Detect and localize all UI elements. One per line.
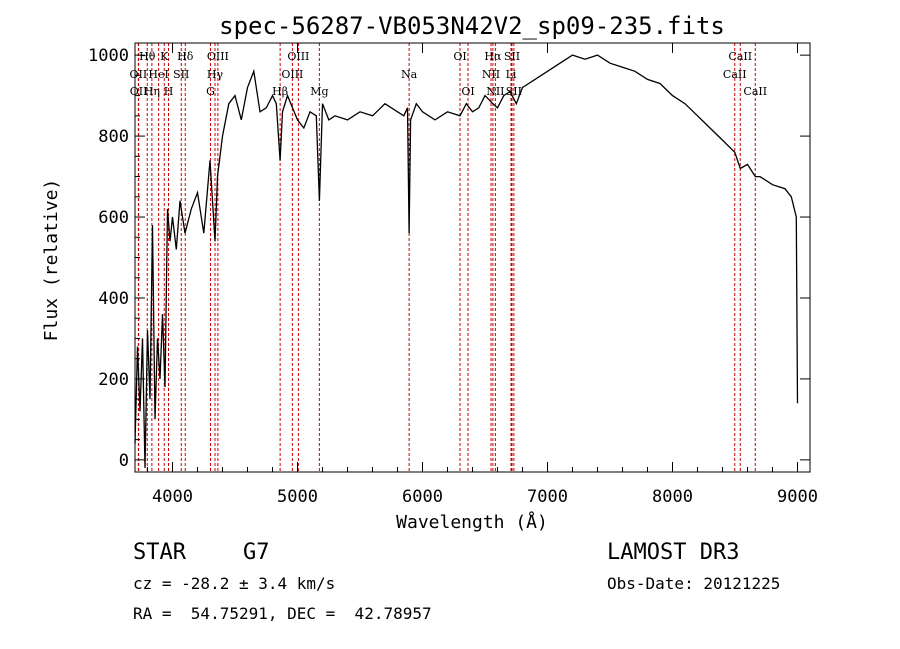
object-class: STAR (133, 540, 186, 565)
y-tick-label: 400 (98, 289, 129, 309)
object-subclass: G7 (243, 540, 270, 565)
line-marker-labels: Hθ OII OII K HeI Hη Hδ SII H OIII Hγ G OIII OIII Hβ Mg N… (130, 50, 768, 98)
line-marker-label: SII (173, 68, 189, 81)
line-marker-label: Hδ (177, 50, 194, 63)
redshift-velocity: cz = -28.2 ± 3.4 km/s (133, 574, 336, 593)
observation-date: Obs-Date: 20121225 (607, 574, 781, 593)
line-marker-label: OIII (281, 68, 303, 81)
line-marker-label: Mg (310, 85, 328, 98)
x-tick-label: 8000 (652, 487, 693, 507)
x-tick-label: 6000 (402, 487, 443, 507)
line-marker-label: Li (506, 68, 517, 81)
line-marker-label: NII (482, 68, 500, 81)
x-axis-label: Wavelength (Å) (396, 511, 548, 533)
line-marker-label: Hη (144, 85, 160, 98)
line-marker-label: Hγ (207, 68, 224, 81)
line-marker-label: NII (486, 85, 504, 98)
y-tick-label: 1000 (88, 46, 129, 66)
plot-frame (134, 42, 811, 473)
line-marker-label: OII (130, 68, 148, 81)
line-marker-label: K (160, 50, 169, 63)
chart-title: spec-56287-VB053N42V2_sp09-235.fits (219, 12, 725, 40)
line-marker-label: H (164, 85, 174, 98)
line-marker-label: OI (461, 85, 474, 98)
x-tick-label: 7000 (527, 487, 568, 507)
y-tick-label: 200 (98, 370, 129, 390)
line-marker-label: CaII (728, 50, 752, 63)
survey-name: LAMOST DR3 (607, 540, 740, 565)
x-tick-label: 9000 (777, 487, 818, 507)
line-markers (137, 43, 756, 472)
x-tick-label: 5000 (277, 487, 318, 507)
y-axis-label: Flux (relative) (41, 179, 62, 342)
line-marker-label: HeI (148, 68, 168, 81)
line-marker-label: OIII (207, 50, 229, 63)
line-marker-label: Hθ (139, 50, 156, 63)
y-tick-label: 0 (119, 451, 129, 471)
line-marker-label: G (206, 85, 215, 98)
line-marker-label: Hα (484, 50, 502, 63)
x-axis-ticks: 4000 5000 6000 7000 8000 9000 (147, 43, 818, 507)
coordinates: RA = 54.75291, DEC = 42.78957 (133, 604, 432, 623)
line-marker-label: SII (506, 85, 522, 98)
y-tick-label: 600 (98, 208, 129, 228)
x-tick-label: 4000 (152, 487, 193, 507)
line-marker-label: CaII (743, 85, 767, 98)
y-tick-label: 800 (98, 127, 129, 147)
line-marker-label: SII (504, 50, 520, 63)
line-marker-label: OI (453, 50, 466, 63)
line-marker-label: OII (130, 85, 148, 98)
line-marker-label: Na (401, 68, 418, 81)
spectrum-line (134, 54, 799, 469)
line-marker-label: CaII (723, 68, 747, 81)
line-marker-label: OIII (287, 50, 309, 63)
y-axis-ticks: 0 200 400 600 800 1000 (88, 46, 810, 471)
line-marker-label: Hβ (272, 85, 288, 98)
